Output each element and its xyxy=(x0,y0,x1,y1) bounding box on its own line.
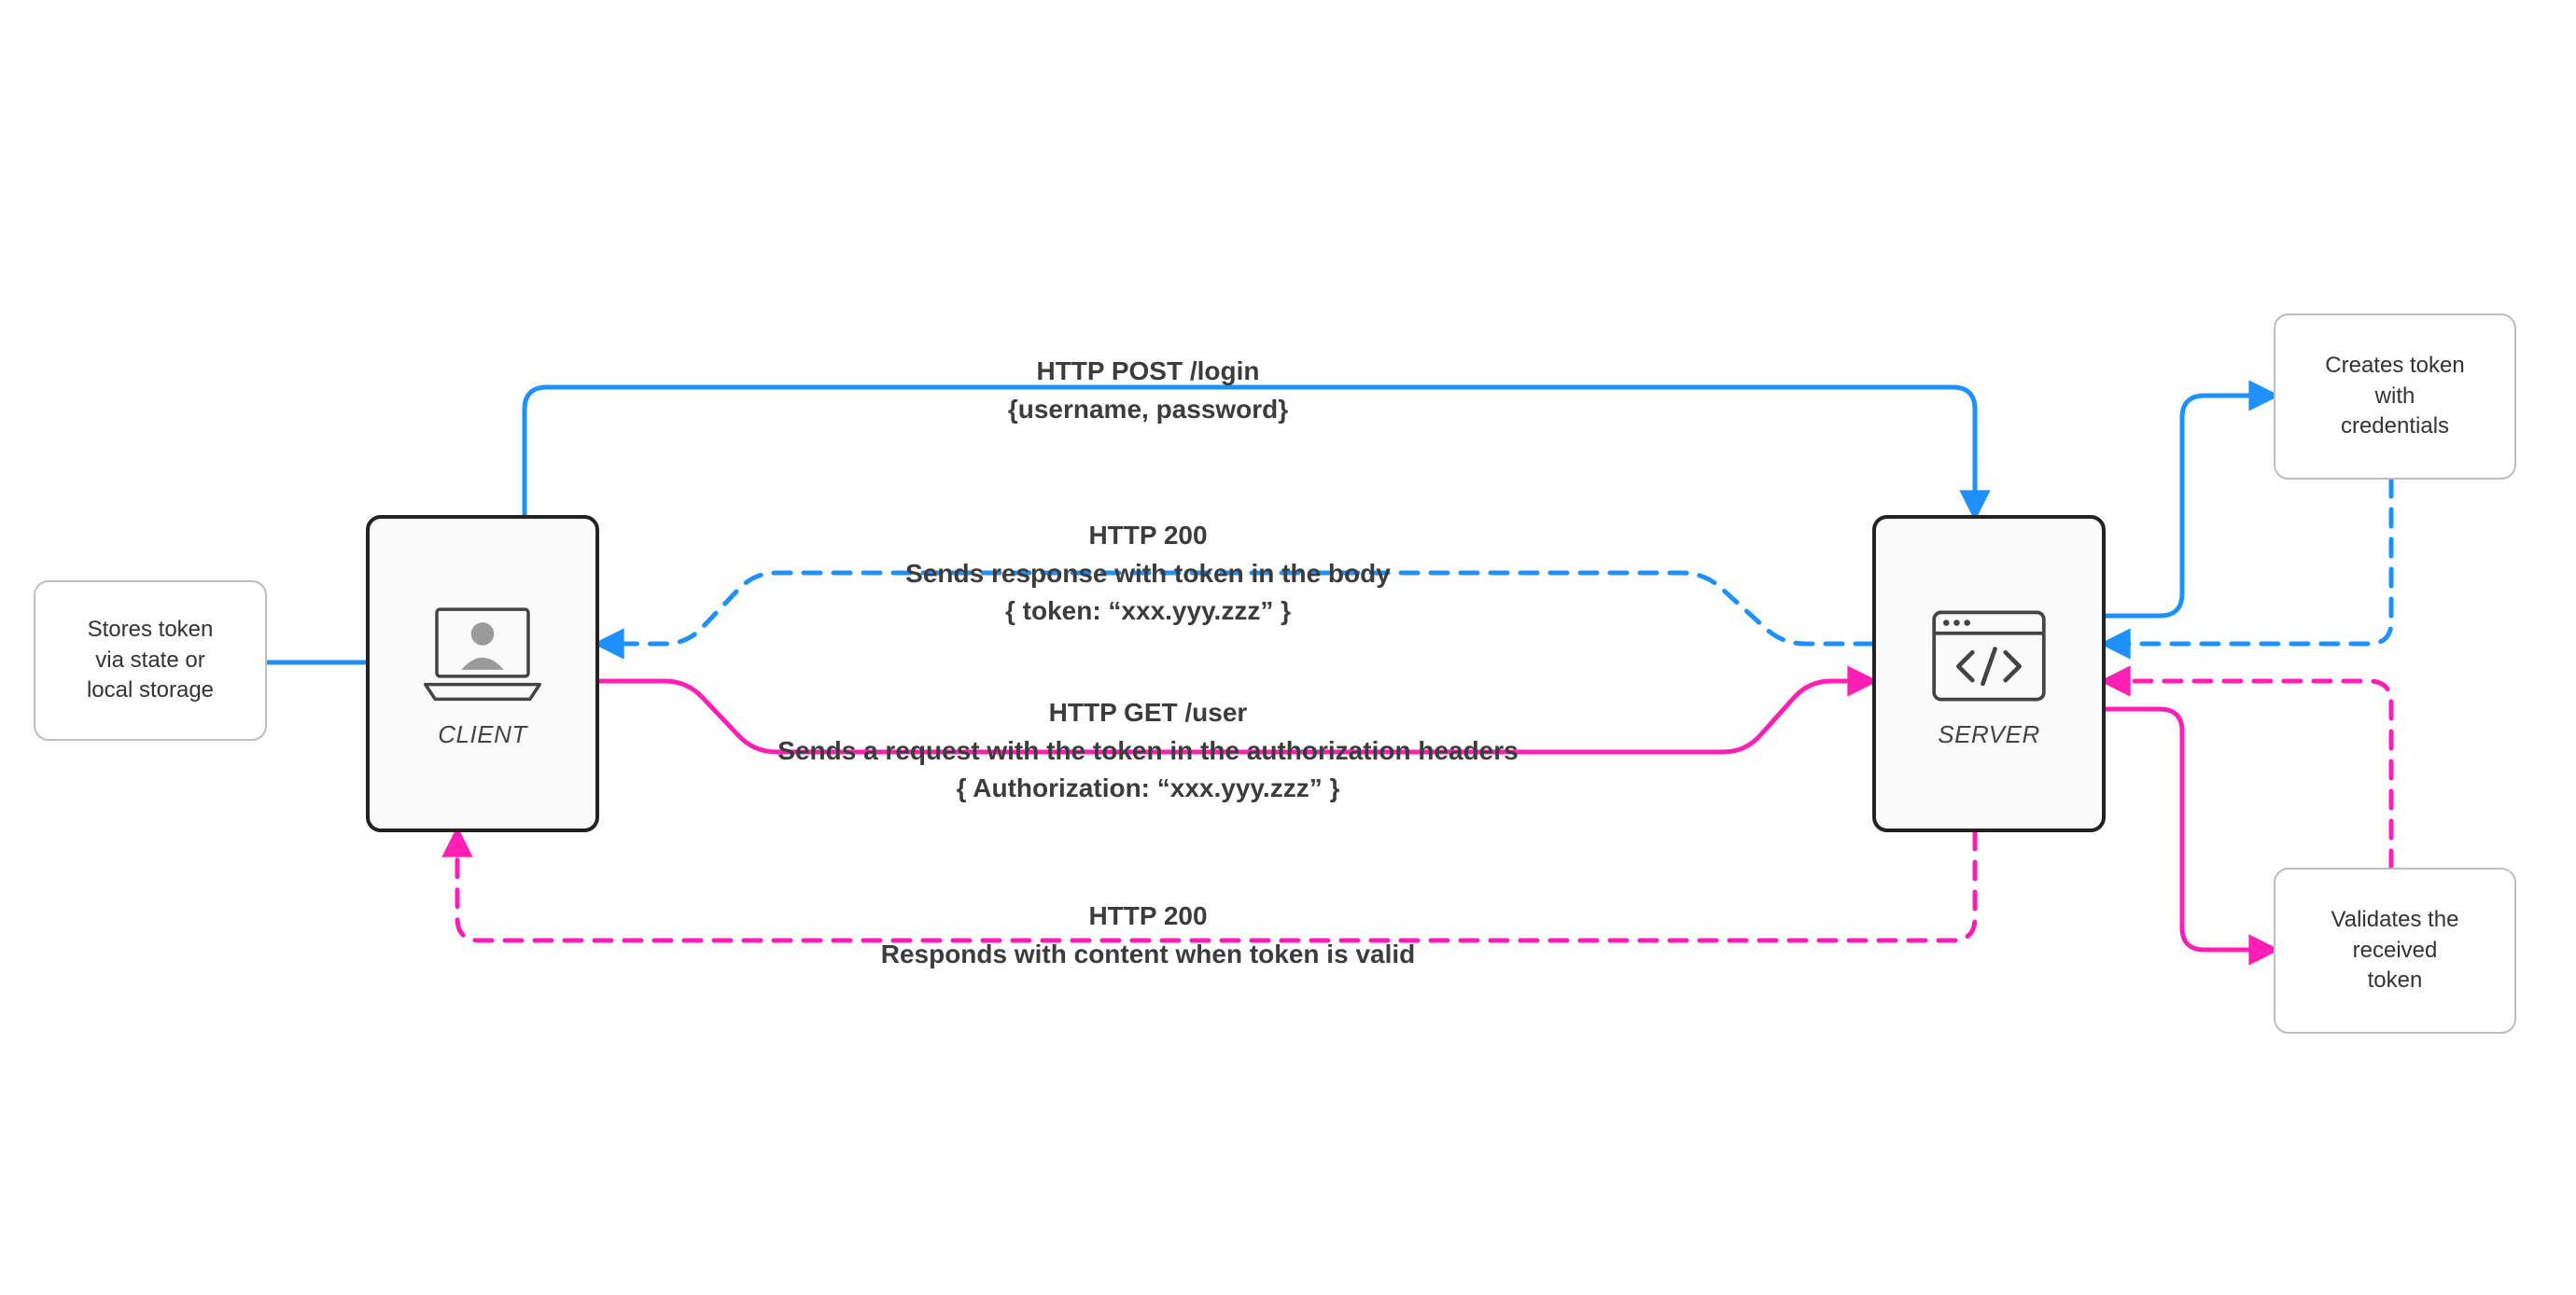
client-box: CLIENT xyxy=(366,515,599,832)
validates-line1: Validates the xyxy=(2331,905,2459,935)
edge-e-from-valid xyxy=(2106,681,2391,868)
msg-get-l3: { Authorization: “xxx.yyy.zzz” } xyxy=(635,770,1661,808)
server-label: SERVER xyxy=(1938,720,2039,749)
msg-valid-l2: Responds with content when token is vali… xyxy=(635,936,1661,974)
msg-valid-response: HTTP 200 Responds with content when toke… xyxy=(635,898,1661,973)
msg-token-l3: { token: “xxx.yyy.zzz” } xyxy=(635,592,1661,631)
validates-line2: received xyxy=(2353,936,2438,966)
storage-line3: local storage xyxy=(87,675,214,705)
storage-line2: via state or xyxy=(95,646,204,675)
msg-get-l2: Sends a request with the token in the au… xyxy=(635,732,1661,771)
edge-e-from-creates xyxy=(2106,480,2391,644)
msg-token-l1: HTTP 200 xyxy=(635,517,1661,555)
storage-line1: Stores token xyxy=(88,615,214,645)
msg-login-l1: HTTP POST /login xyxy=(635,353,1661,391)
msg-valid-l1: HTTP 200 xyxy=(635,898,1661,936)
creates-line2: with xyxy=(2375,382,2415,411)
creates-line3: credentials xyxy=(2341,411,2449,441)
storage-box: Stores token via state or local storage xyxy=(34,580,267,741)
msg-token-response: HTTP 200 Sends response with token in th… xyxy=(635,517,1661,631)
msg-login: HTTP POST /login {username, password} xyxy=(635,353,1661,428)
edge-e-to-creates xyxy=(2106,396,2274,616)
msg-token-l2: Sends response with token in the body xyxy=(635,555,1661,593)
validates-token-box: Validates the received token xyxy=(2274,868,2516,1034)
browser-code-icon xyxy=(1924,605,2054,707)
validates-line3: token xyxy=(2368,966,2423,996)
creates-token-box: Creates token with credentials xyxy=(2274,313,2516,480)
auth-flow-diagram: Stores token via state or local storage … xyxy=(0,0,2576,1295)
laptop-user-icon xyxy=(417,605,548,707)
client-label: CLIENT xyxy=(438,720,526,749)
msg-get-user: HTTP GET /user Sends a request with the … xyxy=(635,694,1661,808)
edge-e-to-valid xyxy=(2106,709,2274,950)
msg-login-l2: {username, password} xyxy=(635,391,1661,429)
server-box: SERVER xyxy=(1872,515,2106,832)
creates-line1: Creates token xyxy=(2325,351,2464,381)
msg-get-l1: HTTP GET /user xyxy=(635,694,1661,732)
